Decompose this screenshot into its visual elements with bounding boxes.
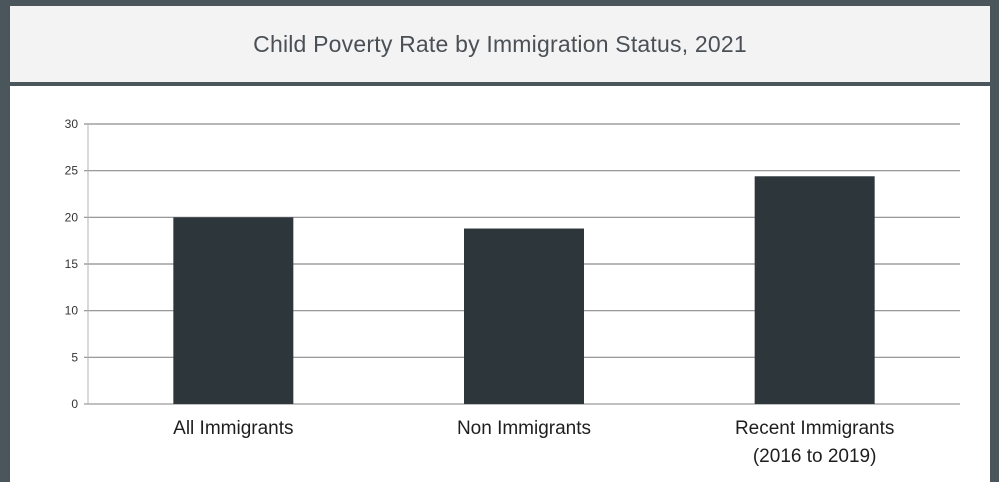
x-category-label: Non Immigrants: [457, 418, 591, 439]
y-axis: 0 5 10 15 20 25 30: [65, 117, 89, 411]
bars: [173, 176, 875, 404]
y-tick-label: 0: [71, 397, 78, 411]
y-tick-label: 20: [65, 210, 79, 224]
bar: [754, 176, 875, 404]
bar: [173, 217, 294, 404]
y-tick-label: 15: [65, 257, 79, 271]
x-category-label: All Immigrants: [173, 418, 293, 439]
x-category-label: Recent Immigrants: [735, 418, 894, 439]
y-tick-label: 5: [71, 350, 78, 364]
category-labels: All Immigrants Non Immigrants Recent Immig…: [173, 418, 894, 467]
x-category-label: (2016 to 2019): [753, 446, 877, 467]
y-tick-label: 25: [65, 164, 79, 178]
title-bar: Child Poverty Rate by Immigration Status…: [10, 6, 990, 86]
chart-title: Child Poverty Rate by Immigration Status…: [253, 30, 747, 57]
bar-chart: 0 5 10 15 20 25 30 All Immigrants Non Immigrant…: [65, 117, 960, 467]
y-tick-label: 30: [65, 117, 79, 131]
y-tick-label: 10: [65, 304, 79, 318]
bar: [464, 228, 584, 404]
